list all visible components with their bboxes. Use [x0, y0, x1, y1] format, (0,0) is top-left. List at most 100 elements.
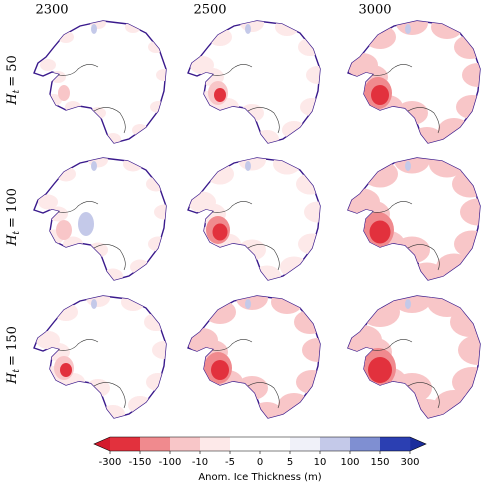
row-symbol: H — [5, 93, 20, 106]
anomaly-patch — [58, 31, 74, 43]
anomaly-patch — [86, 379, 110, 397]
anomaly-patch — [60, 363, 72, 377]
colorbar-tick-label: 5 — [287, 457, 293, 468]
anomaly-patch — [450, 307, 480, 337]
anomaly-patch — [394, 158, 430, 174]
anomaly-patch — [40, 59, 56, 71]
anomaly-patch — [452, 367, 480, 397]
map-panel — [187, 157, 321, 281]
colorbar-tick-label: -10 — [192, 457, 208, 468]
anomaly-patch — [460, 198, 480, 226]
anomaly-patch — [148, 236, 166, 252]
anomaly-patch — [238, 158, 266, 171]
anomaly-patch — [146, 176, 166, 192]
anomaly-patch — [296, 370, 320, 394]
anomaly-patch — [298, 38, 320, 56]
anomaly-patch — [240, 104, 264, 122]
anomaly-patch — [282, 121, 306, 139]
colorbar-segment — [140, 437, 171, 451]
anomaly-patch — [36, 331, 60, 349]
colorbar-tick-label: -100 — [159, 457, 182, 468]
colorbar-segment — [260, 437, 291, 451]
anomaly-patch — [369, 220, 391, 244]
anomaly-patch — [411, 127, 443, 143]
anomaly-patch — [156, 69, 166, 81]
colorbar-tick-label: 0 — [257, 457, 263, 468]
ice-shelf-line — [371, 339, 440, 409]
anomaly-patch — [456, 95, 480, 119]
colorbar-segment — [380, 437, 411, 451]
column-title: 3000 — [358, 3, 391, 18]
ice-shelf-line — [211, 64, 280, 134]
anomaly-patch — [273, 158, 301, 175]
anomaly-patch — [409, 262, 445, 280]
anomaly-patch — [454, 35, 480, 59]
colorbar-segment — [230, 437, 261, 451]
row-text: = 50 — [5, 55, 20, 87]
anomaly-patch — [208, 28, 232, 46]
anomaly-patch — [125, 21, 141, 33]
row-label: Ht = 150 — [5, 326, 22, 385]
anomaly-patch — [405, 24, 411, 34]
ice-shelf-line — [211, 201, 280, 271]
anomaly-patch — [190, 56, 214, 74]
row-symbol: H — [5, 372, 20, 385]
anomaly-patch — [253, 265, 281, 280]
anomaly-patch — [454, 230, 480, 258]
anomaly-patch — [296, 173, 320, 195]
ice-shelf-line — [371, 201, 440, 271]
anomaly-patch — [91, 24, 97, 34]
anomaly-patch — [212, 223, 228, 241]
map-panel — [347, 295, 481, 419]
map-panel — [187, 20, 321, 144]
anomaly-patch — [405, 299, 411, 309]
anomaly-patch — [144, 313, 166, 331]
anomaly-patch — [396, 21, 428, 35]
anomaly-patch — [154, 204, 166, 220]
colorbar-segment — [170, 437, 201, 451]
anomaly-patch — [245, 299, 251, 309]
anomaly-patch — [130, 259, 150, 275]
anomaly-patch — [300, 98, 320, 116]
anomaly-patch — [429, 158, 465, 178]
colorbar-tick-label: -300 — [99, 457, 122, 468]
row-text: = 100 — [5, 188, 20, 228]
anomaly-patch — [101, 405, 125, 418]
anomaly-patch — [54, 303, 78, 321]
ice-shelf-line — [211, 339, 280, 409]
anomaly-patch — [91, 299, 97, 309]
anomaly-patch — [86, 296, 110, 307]
anomaly-patch — [211, 360, 229, 380]
anomaly-patch — [462, 63, 480, 87]
colorbar-segment — [110, 437, 141, 451]
anomaly-patch — [294, 310, 320, 334]
map-panel — [33, 295, 167, 419]
map-panel — [33, 157, 167, 281]
anomaly-patch — [271, 296, 303, 314]
anomaly-patch — [304, 201, 320, 223]
row-symbol: H — [5, 234, 20, 247]
anomaly-patch — [188, 191, 216, 213]
anomaly-patch — [152, 341, 166, 359]
row-label: Ht = 100 — [5, 188, 22, 247]
column-title: 2500 — [193, 3, 226, 18]
anomaly-patch — [368, 357, 392, 383]
anomaly-patch — [56, 220, 72, 240]
anomaly-patch — [302, 338, 320, 362]
anomaly-patch — [362, 160, 398, 188]
colorbar-tick-label: 300 — [400, 457, 419, 468]
ice-shelf-line — [57, 201, 126, 271]
ice-shelf-line — [57, 64, 126, 134]
map-panel — [187, 295, 321, 419]
anomaly-patch — [78, 212, 94, 236]
column-title: 2300 — [35, 3, 68, 18]
anomaly-patch — [238, 239, 266, 261]
anomaly-patch — [65, 101, 81, 113]
anomaly-patch — [236, 296, 268, 310]
ice-shelf-line — [57, 339, 126, 409]
colorbar-tick-label: 100 — [340, 457, 359, 468]
anomaly-patch — [251, 402, 283, 418]
anomaly-patch — [123, 158, 143, 172]
anomaly-patch — [58, 85, 70, 101]
